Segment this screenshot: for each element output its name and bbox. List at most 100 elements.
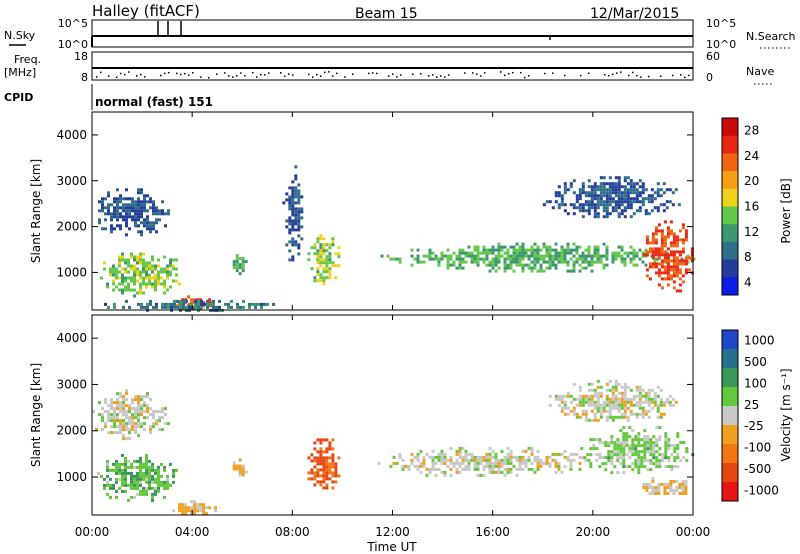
nave-dot	[508, 73, 510, 75]
velocity-cell	[675, 489, 679, 492]
velocity-cell	[172, 471, 175, 475]
power-cell	[101, 203, 104, 207]
power-cell	[611, 251, 615, 255]
velocity-cell	[616, 450, 620, 454]
power-cell	[122, 215, 125, 219]
power-cell	[581, 209, 585, 213]
velocity-cell	[467, 464, 471, 468]
power-cell	[242, 305, 245, 309]
power-cell	[175, 279, 178, 283]
power-cell	[545, 251, 549, 255]
power-cell	[578, 263, 582, 267]
power-cell	[322, 237, 326, 241]
velocity-colorbar-swatch	[722, 368, 738, 388]
power-cell	[629, 179, 633, 183]
power-cell	[605, 200, 609, 204]
power-cell	[140, 230, 143, 234]
velocity-cell	[638, 391, 642, 395]
velocity-cell	[307, 477, 311, 481]
velocity-cell	[506, 446, 510, 450]
power-cell	[113, 302, 116, 306]
power-cell	[629, 200, 633, 204]
velocity-cell	[512, 464, 516, 468]
power-cell	[300, 207, 304, 211]
power-cell	[563, 260, 567, 264]
velocity-cell	[115, 459, 118, 463]
power-cell	[322, 252, 326, 256]
velocity-cell	[598, 465, 602, 469]
power-cell	[148, 279, 151, 283]
power-cell	[521, 248, 525, 252]
power-cell	[113, 305, 116, 309]
velocity-cell	[142, 486, 145, 490]
nave-dot	[400, 74, 402, 76]
power-cell	[654, 271, 658, 275]
velocity-cell	[560, 470, 564, 474]
velocity-cell	[548, 403, 552, 407]
velocity-cell	[593, 388, 597, 392]
power-cell	[434, 257, 438, 261]
velocity-cell	[407, 467, 411, 471]
velocity-cell	[590, 388, 594, 392]
power-cell	[139, 258, 142, 262]
power-cell	[518, 257, 522, 261]
power-cell	[641, 251, 645, 255]
velocity-cell	[161, 428, 164, 432]
power-cell	[313, 243, 317, 247]
power-cell	[521, 251, 525, 255]
power-cell	[208, 301, 212, 305]
velocity-cell	[104, 422, 107, 426]
power-cell	[470, 257, 474, 261]
velocity-cell	[313, 447, 317, 451]
velocity-cell	[157, 483, 160, 487]
velocity-cell	[151, 462, 154, 466]
velocity-cell	[142, 477, 145, 481]
power-cell	[551, 263, 555, 267]
velocity-cell	[684, 480, 688, 483]
velocity-cell	[422, 458, 426, 462]
power-cell	[620, 185, 624, 189]
power-cell	[590, 185, 594, 189]
velocity-cell	[458, 455, 462, 459]
velocity-cell	[664, 441, 668, 445]
power-cell	[686, 260, 690, 264]
velocity-cell	[637, 435, 641, 439]
power-ytick-label: 3000	[56, 174, 87, 188]
velocity-cell	[119, 428, 122, 432]
power-cell	[115, 285, 118, 289]
power-cell	[666, 229, 670, 233]
power-cell	[128, 215, 131, 219]
velocity-colorbar-tick: 100	[744, 376, 767, 390]
power-cell	[617, 176, 621, 180]
velocity-cell	[619, 450, 623, 454]
power-cell	[623, 179, 627, 183]
power-cell	[476, 251, 480, 255]
nave-dot	[144, 76, 146, 78]
velocity-cell	[166, 486, 169, 490]
velocity-cell	[629, 403, 633, 407]
velocity-cell	[652, 444, 656, 448]
velocity-cell	[142, 489, 145, 493]
power-cell	[626, 191, 630, 195]
velocity-cell	[563, 449, 567, 453]
velocity-cell	[107, 404, 110, 408]
velocity-cell	[622, 438, 626, 442]
velocity-cell	[587, 397, 591, 401]
power-cell	[473, 248, 477, 252]
velocity-cell	[530, 467, 534, 471]
power-cell	[146, 305, 149, 309]
power-cell	[641, 203, 645, 207]
power-cell	[581, 215, 585, 219]
power-cell	[328, 267, 332, 271]
power-cell	[587, 212, 591, 216]
velocity-cell	[152, 416, 155, 420]
velocity-cell	[407, 464, 411, 468]
power-cell	[110, 227, 113, 231]
velocity-cell	[604, 444, 608, 448]
power-cell	[494, 260, 498, 264]
power-cell	[584, 191, 588, 195]
velocity-cell	[527, 458, 531, 462]
power-cell	[660, 271, 664, 275]
velocity-cell	[622, 459, 626, 463]
power-cell	[151, 264, 154, 268]
